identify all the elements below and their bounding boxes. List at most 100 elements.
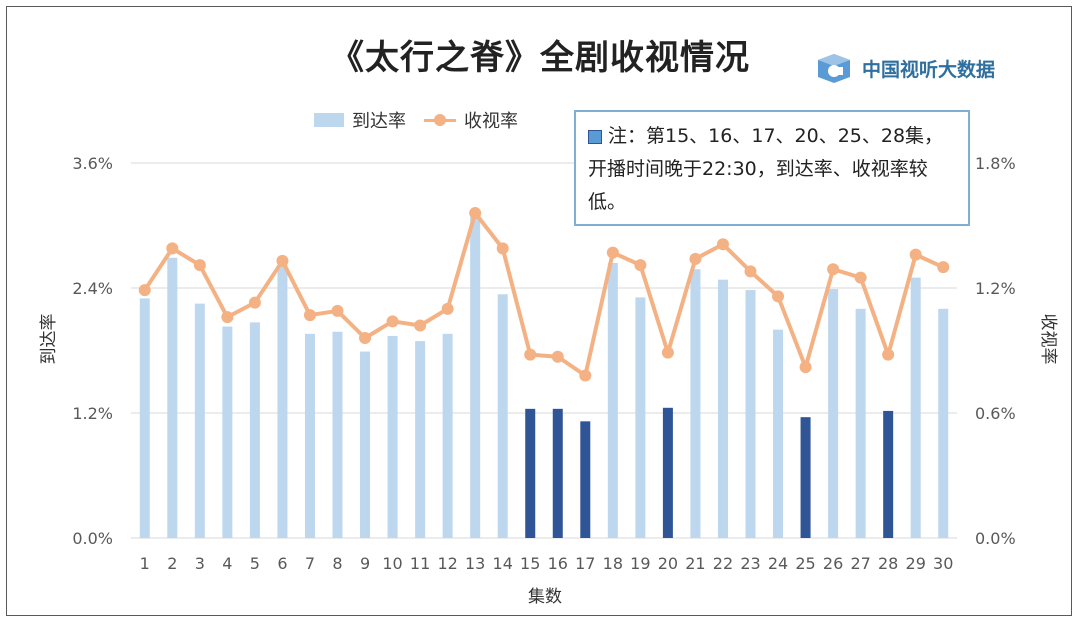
x-axis-label: 集数 [528, 587, 562, 607]
annotation-note: 注：第15、16、17、20、25、28集，开播时间晚于22:30，到达率、收视… [574, 110, 970, 226]
rating-point-30 [937, 261, 950, 274]
x-tick-label: 13 [465, 554, 485, 573]
rating-line [143, 211, 945, 378]
bar-episode-24 [773, 329, 784, 538]
rating-point-5 [248, 296, 261, 309]
bar-episode-16 [552, 408, 563, 538]
bar-episode-15 [525, 408, 536, 538]
rating-point-3 [193, 259, 206, 272]
rating-point-6 [276, 254, 289, 267]
rating-point-11 [414, 319, 427, 332]
right-axis-label: 收视率 [1038, 314, 1058, 365]
rating-point-12 [441, 302, 454, 315]
right-tick-label: 0.6% [975, 404, 1016, 423]
bar-episode-14 [497, 294, 508, 538]
bar-episode-2 [167, 257, 178, 538]
brand-icon [818, 54, 850, 83]
x-tick-label: 2 [167, 554, 177, 573]
left-tick-label: 3.6% [72, 154, 113, 173]
x-tick-label: 22 [713, 554, 733, 573]
bar-episode-5 [249, 322, 260, 538]
brand-name: 中国视听大数据 [862, 58, 996, 81]
left-tick-label: 2.4% [72, 279, 113, 298]
bar-episode-19 [635, 297, 646, 538]
bar-episode-23 [745, 290, 756, 538]
rating-point-1 [138, 284, 151, 297]
rating-point-28 [882, 348, 895, 361]
note-bullet-icon [588, 129, 602, 144]
chart-legend: 到达率 收视率 [314, 107, 536, 133]
right-tick-label: 1.2% [975, 279, 1016, 298]
x-tick-label: 16 [548, 554, 568, 573]
chart-title: 《太行之脊》全剧收视情况 [330, 38, 750, 78]
bar-episode-29 [910, 277, 921, 538]
rating-point-16 [551, 350, 564, 363]
bar-series [139, 217, 949, 538]
rating-point-20 [661, 346, 674, 359]
x-tick-label: 23 [740, 554, 760, 573]
bar-episode-21 [690, 269, 701, 538]
bar-episode-3 [194, 303, 205, 538]
x-tick-label: 17 [575, 554, 595, 573]
x-tick-label: 14 [493, 554, 513, 573]
x-tick-label: 15 [520, 554, 540, 573]
x-tick-label: 1 [140, 554, 150, 573]
x-tick-label: 6 [277, 554, 287, 573]
chart-frame [6, 6, 1072, 616]
axis-ticks: 0.0% 0.0%1.2% 0.6%2.4% 1.2%3.6% 1.8%1 2 3 4 5 6 7 8… [72, 154, 1015, 573]
rating-point-2 [166, 242, 179, 255]
rating-point-23 [744, 265, 757, 278]
rating-point-19 [634, 259, 647, 272]
rating-point-25 [799, 361, 812, 374]
bar-episode-12 [442, 333, 453, 538]
x-tick-label: 24 [768, 554, 788, 573]
x-tick-label: 28 [878, 554, 898, 573]
legend-item-bar: 到达率 [314, 107, 406, 133]
bar-episode-18 [607, 263, 618, 538]
bar-episode-9 [360, 351, 371, 538]
bar-episode-1 [139, 298, 150, 538]
brand-logo: 中国视听大数据 [814, 50, 995, 86]
legend-line-swatch [424, 113, 456, 127]
x-tick-label: 26 [823, 554, 843, 573]
x-tick-label: 19 [630, 554, 650, 573]
legend-bar-label: 到达率 [352, 111, 406, 132]
bar-episode-11 [415, 341, 426, 538]
bar-episode-20 [662, 407, 673, 538]
rating-point-15 [524, 348, 537, 361]
x-tick-label: 18 [603, 554, 623, 573]
rating-point-7 [303, 309, 316, 322]
left-tick-label: 0.0% [72, 529, 113, 548]
bar-episode-6 [277, 265, 288, 538]
right-tick-label: 0.0% [975, 529, 1016, 548]
x-tick-label: 11 [410, 554, 430, 573]
bar-episode-27 [855, 308, 866, 538]
rating-point-14 [496, 242, 509, 255]
rating-point-4 [221, 311, 234, 324]
left-axis-label: 到达率 [39, 314, 59, 365]
bar-episode-7 [304, 333, 315, 538]
x-tick-label: 7 [305, 554, 315, 573]
x-tick-label: 21 [685, 554, 705, 573]
rating-point-24 [772, 290, 785, 303]
x-tick-label: 29 [906, 554, 926, 573]
x-tick-label: 12 [437, 554, 457, 573]
rating-point-10 [386, 315, 399, 328]
rating-point-29 [909, 248, 922, 261]
x-tick-label: 5 [250, 554, 260, 573]
bar-episode-17 [580, 421, 591, 538]
x-tick-label: 30 [933, 554, 953, 573]
x-tick-label: 10 [382, 554, 402, 573]
legend-item-line: 收视率 [424, 107, 518, 133]
rating-point-27 [854, 271, 867, 284]
note-text: 注：第15、16、17、20、25、28集，开播时间晚于22:30，到达率、收视… [588, 125, 944, 213]
legend-bar-swatch [314, 113, 344, 127]
bar-episode-26 [828, 289, 839, 538]
x-tick-label: 3 [195, 554, 205, 573]
line-series [138, 207, 950, 382]
bar-episode-28 [883, 410, 894, 538]
rating-point-9 [359, 332, 372, 344]
rating-point-17 [579, 369, 592, 382]
left-tick-label: 1.2% [72, 404, 113, 423]
